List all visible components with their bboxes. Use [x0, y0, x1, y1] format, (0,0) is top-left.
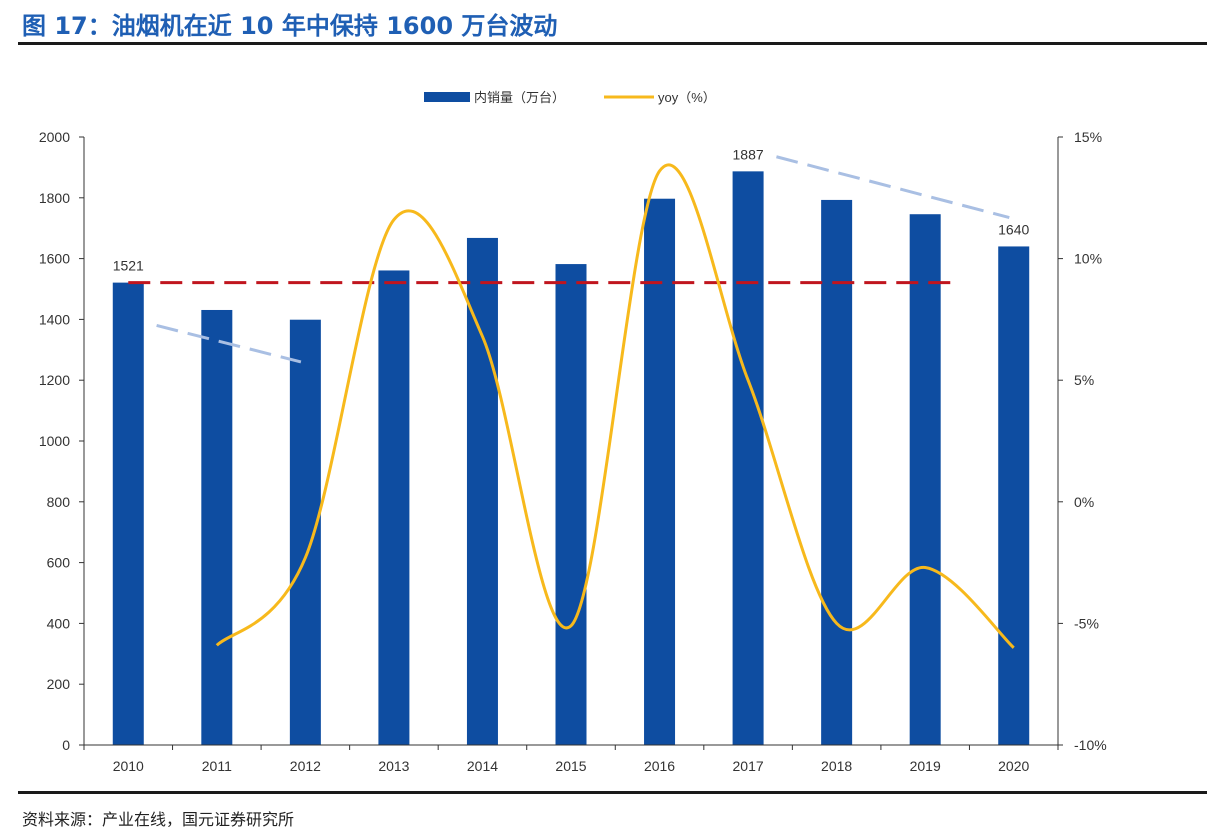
right-axis-tick-label: 5% [1074, 372, 1094, 388]
legend-label-bar: 内销量（万台） [474, 90, 565, 105]
left-axis-tick-label: 0 [62, 737, 70, 753]
bar-2015 [555, 264, 587, 745]
data-label-2020: 1640 [998, 221, 1029, 237]
x-axis-tick-label: 2014 [467, 758, 498, 774]
bar-2011 [201, 309, 233, 745]
top-rule [18, 42, 1207, 45]
left-axis-tick-label: 2000 [39, 129, 70, 145]
bar-2016 [644, 198, 676, 745]
trend-lines [156, 155, 1010, 364]
x-axis-tick-label: 2020 [998, 758, 1029, 774]
right-axis-tick-label: 10% [1074, 251, 1102, 267]
x-axis-tick-label: 2010 [113, 758, 144, 774]
bars [112, 171, 1030, 746]
left-axis-tick-label: 200 [47, 676, 71, 692]
data-labels: 1521 1887 1640 [113, 146, 1030, 273]
right-axis-tick-label: -10% [1074, 737, 1107, 753]
left-axis-tick-label: 1000 [39, 433, 70, 449]
bar-2014 [466, 237, 498, 746]
x-axis-tick-label: 2017 [733, 758, 764, 774]
bar-2010 [112, 282, 144, 745]
figure-title: 图 17：油烟机在近 10 年中保持 1600 万台波动 [22, 12, 558, 40]
legend-swatch-bar [424, 92, 470, 102]
bar-2020 [998, 246, 1030, 745]
right-axis: -10% -5% 0% 5% 10% 15% [1057, 129, 1107, 753]
data-label-2010: 1521 [113, 258, 144, 274]
left-axis-tick-label: 1200 [39, 372, 70, 388]
x-axis-tick-label: 2018 [821, 758, 852, 774]
data-label-2017: 1887 [733, 146, 764, 162]
bottom-rule [18, 791, 1207, 794]
x-axis-tick-label: 2011 [202, 758, 232, 774]
trend-line-2 [776, 155, 1010, 220]
bar-2018 [821, 199, 853, 746]
left-axis-tick-label: 600 [47, 555, 71, 571]
bar-2017 [732, 171, 764, 746]
left-axis-tick-label: 1600 [39, 251, 70, 267]
bar-2019 [909, 214, 941, 745]
left-axis-tick-label: 800 [47, 494, 71, 510]
trend-line-1 [156, 324, 302, 364]
legend: 内销量（万台） yoy（%） [424, 90, 716, 105]
left-axis-tick-label: 1800 [39, 190, 70, 206]
source-note: 资料来源：产业在线，国元证券研究所 [22, 810, 295, 829]
bar-2012 [289, 319, 321, 745]
left-axis-tick-label: 400 [47, 615, 71, 631]
bar-2013 [378, 270, 410, 745]
left-axis: 0 200 400 600 800 1000 1200 1400 1600 1800 2000 [39, 129, 85, 753]
x-axis-tick-label: 2016 [644, 758, 675, 774]
left-axis-tick-label: 1400 [39, 311, 70, 327]
legend-label-line: yoy（%） [658, 90, 716, 105]
x-axis-tick-label: 2012 [290, 758, 321, 774]
right-axis-tick-label: 15% [1074, 129, 1102, 145]
x-axis-tick-label: 2019 [910, 758, 941, 774]
x-axis: 2010 2011 2012 2013 2014 2015 2016 2017 2018 2019… [83, 744, 1059, 774]
x-axis-tick-label: 2013 [378, 758, 409, 774]
right-axis-tick-label: 0% [1074, 494, 1094, 510]
yoy-line [215, 163, 1015, 649]
right-axis-tick-label: -5% [1074, 615, 1099, 631]
x-axis-tick-label: 2015 [555, 758, 586, 774]
yoy-line-group [215, 163, 1015, 649]
